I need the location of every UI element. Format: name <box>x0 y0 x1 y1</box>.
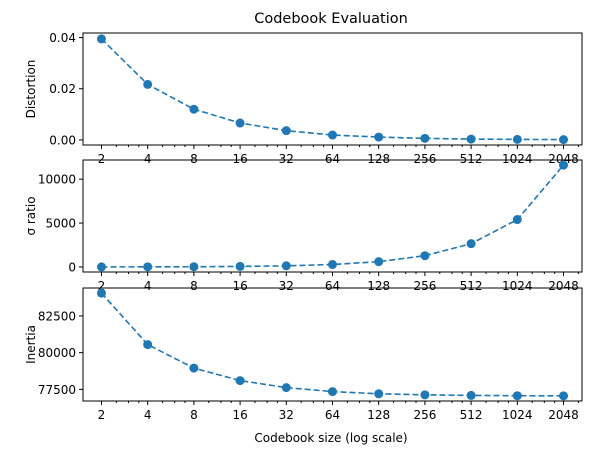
series-line <box>100 292 564 397</box>
data-point <box>143 262 153 272</box>
x-tick-label: 64 <box>325 408 340 422</box>
x-tick-label: 32 <box>279 408 294 422</box>
data-point <box>281 261 291 271</box>
data-point <box>466 390 476 400</box>
data-point <box>281 383 291 393</box>
x-tick-label: 8 <box>190 152 198 166</box>
data-point <box>420 133 430 143</box>
data-point <box>512 134 522 144</box>
x-tick-label: 8 <box>190 279 198 293</box>
x-tick-label: 32 <box>279 279 294 293</box>
data-point <box>559 391 569 401</box>
x-tick-label: 16 <box>232 279 247 293</box>
data-point <box>235 376 245 386</box>
y-axis-label: Distortion <box>24 60 38 119</box>
x-tick-label: 4 <box>144 408 152 422</box>
data-point <box>466 134 476 144</box>
data-point <box>420 251 430 261</box>
y-tick-label: 0 <box>68 260 76 274</box>
data-point <box>420 390 430 400</box>
x-tick-label: 1024 <box>502 152 533 166</box>
axes-frame <box>82 287 583 402</box>
y-tick-label: 77500 <box>38 383 76 397</box>
data-point <box>143 340 153 350</box>
x-tick-label: 512 <box>460 279 483 293</box>
x-tick-label: 128 <box>367 408 390 422</box>
y-tick-label: 0.00 <box>49 133 76 147</box>
x-tick-label: 2 <box>98 152 106 166</box>
subplot-3: 2 4 8 16 32 64 128 256 512 1024 2048 77500 80000 8250… <box>24 287 583 422</box>
y-axis-label: Inertia <box>24 325 38 364</box>
data-point <box>235 118 245 128</box>
x-tick-label: 64 <box>325 279 340 293</box>
y-tick-label: 0.02 <box>49 82 76 96</box>
x-tick-label: 8 <box>190 408 198 422</box>
data-point <box>466 239 476 249</box>
data-point <box>235 261 245 271</box>
series-line <box>101 164 565 268</box>
y-tick-label: 80000 <box>38 346 76 360</box>
data-point <box>328 387 337 397</box>
x-tick-label: 128 <box>367 152 390 166</box>
data-point <box>374 257 384 267</box>
data-point <box>512 215 522 225</box>
x-tick-label: 32 <box>279 152 294 166</box>
data-point <box>281 126 291 136</box>
x-tick-label: 2048 <box>548 152 579 166</box>
x-tick-label: 1024 <box>502 279 533 293</box>
x-tick-label: 16 <box>232 152 247 166</box>
x-tick-label: 4 <box>144 279 152 293</box>
x-tick-label: 1024 <box>502 408 533 422</box>
x-tick-label: 512 <box>460 408 483 422</box>
x-tick-label: 256 <box>413 152 436 166</box>
data-point <box>328 259 337 269</box>
y-tick-label: 10000 <box>38 173 76 187</box>
x-tick-label: 4 <box>144 152 152 166</box>
y-tick-label: 0.04 <box>49 31 76 45</box>
data-point <box>512 391 522 401</box>
x-tick-label: 2 <box>98 408 106 422</box>
data-point <box>559 135 569 145</box>
data-point <box>96 288 106 298</box>
series-line <box>100 38 564 141</box>
data-point <box>374 389 384 399</box>
x-tick-label: 512 <box>460 152 483 166</box>
subplot-1: 2 4 8 16 32 64 128 256 512 1024 2048 0.00 0.02 0.04 Di… <box>24 31 583 166</box>
data-point <box>96 34 106 44</box>
x-tick-label: 256 <box>413 408 436 422</box>
data-point <box>96 262 106 272</box>
subplots: 2 4 8 16 32 64 128 256 512 1024 20480.000.020.04Di… <box>24 31 583 422</box>
x-tick-label: 128 <box>367 279 390 293</box>
y-tick-label: 82500 <box>38 309 76 323</box>
data-point <box>189 363 199 373</box>
y-axis-label: σ ratio <box>24 196 38 235</box>
data-point <box>374 132 384 142</box>
data-point <box>189 262 199 272</box>
data-point <box>559 160 569 170</box>
chart-title: Codebook Evaluation <box>254 11 408 27</box>
data-point <box>328 130 337 140</box>
x-tick-label: 256 <box>413 279 436 293</box>
axes-frame <box>82 159 583 273</box>
data-point <box>143 79 153 89</box>
x-tick-label: 2048 <box>548 408 579 422</box>
x-tick-label: 16 <box>232 408 247 422</box>
x-tick-label: 2048 <box>548 279 579 293</box>
x-tick-label: 64 <box>325 152 340 166</box>
axes-frame <box>82 32 583 146</box>
x-tick-label: 2 <box>98 279 106 293</box>
data-point <box>189 104 199 114</box>
x-axis-label: Codebook size (log scale) <box>254 431 407 445</box>
y-tick-label: 5000 <box>45 217 76 231</box>
